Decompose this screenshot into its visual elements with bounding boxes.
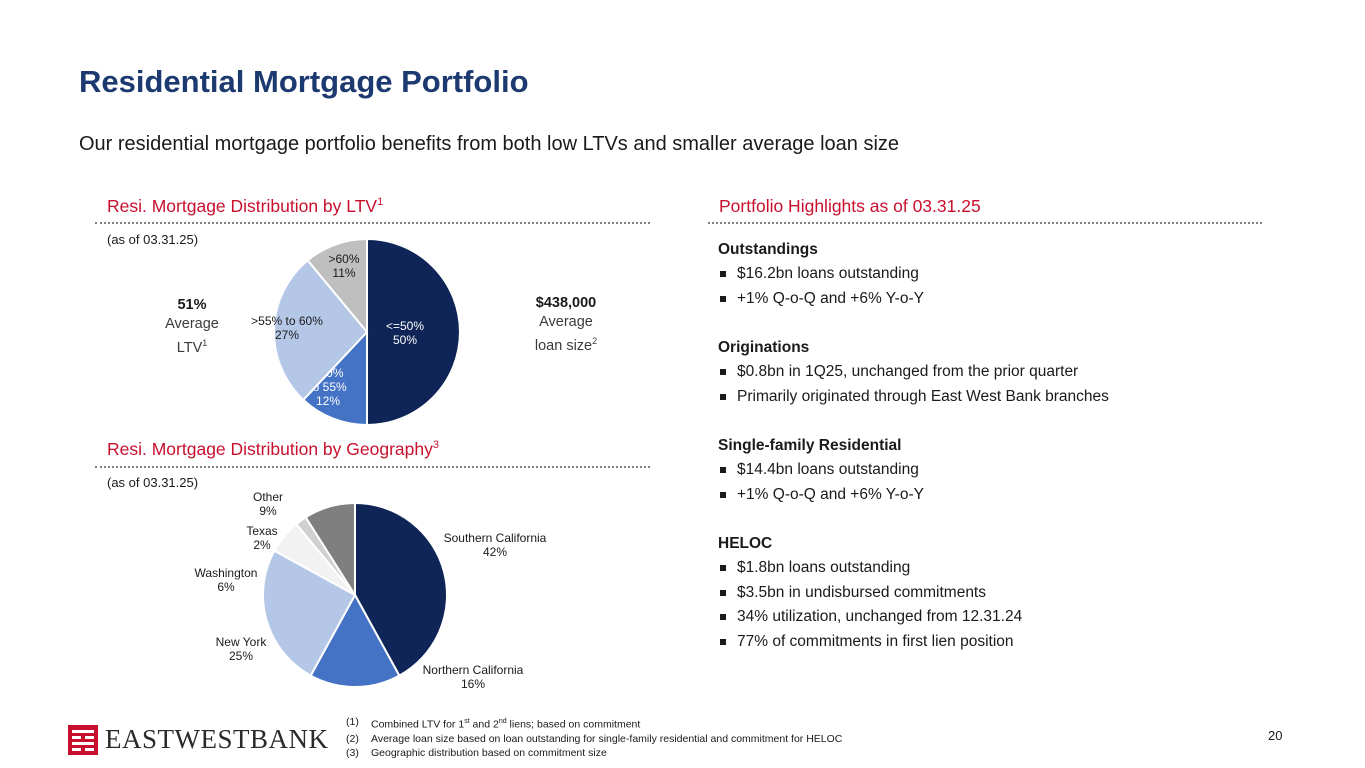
- pie-slice-50-to-55: [301, 329, 368, 427]
- pie-slice-other: [304, 501, 356, 599]
- highlight-group-title: Single-family Residential: [718, 437, 902, 454]
- pie-label-washington: Washington 6%: [195, 566, 258, 594]
- footnote-2: (2) Average loan size based on loan outs…: [346, 732, 842, 746]
- average-loan-size-footnote: 2: [592, 336, 598, 346]
- highlights-list: Outstandings $16.2bn loans outstanding +1%…: [718, 238, 1278, 654]
- ltv-as-of: (as of 03.31.25): [107, 232, 199, 247]
- footnote-1-post: liens; based on commitment: [506, 718, 641, 731]
- highlight-bullet: +1% Q-o-Q and +6% Y-o-Y: [718, 287, 1278, 312]
- pie-label-texas: Texas 2%: [246, 524, 277, 552]
- highlight-bullet: $3.5bn in undisbursed commitments: [718, 581, 1278, 606]
- average-ltv-stat: 51% Average LTV1: [152, 296, 232, 358]
- highlight-bullet: $0.8bn in 1Q25, unchanged from the prior…: [718, 360, 1278, 385]
- footnotes: (1) Combined LTV for 1st and 2nd liens; …: [346, 715, 842, 760]
- highlight-group-title: Outstandings: [718, 241, 818, 258]
- highlight-bullet: $1.8bn loans outstanding: [718, 556, 1278, 581]
- footnote-3-number: (3): [346, 746, 359, 759]
- footnote-1-sup2: nd: [498, 718, 507, 725]
- ltv-section-heading: Resi. Mortgage Distribution by LTV1: [107, 196, 383, 217]
- highlight-group-title: Originations: [718, 339, 810, 356]
- footnote-3-text: Geographic distribution based on commitm…: [371, 746, 607, 759]
- pie-slice-new-york: [262, 549, 357, 677]
- page-subtitle: Our residential mortgage portfolio benef…: [79, 133, 900, 155]
- average-loan-size-label2-row: loan size2: [516, 332, 616, 356]
- highlight-bullet: Primarily originated through East West B…: [718, 385, 1278, 410]
- highlight-bullet: $16.2bn loans outstanding: [718, 262, 1278, 287]
- average-loan-size-stat: $438,000 Average loan size2: [516, 294, 616, 356]
- ltv-divider: [95, 222, 650, 224]
- footnote-1-number: (1): [346, 716, 359, 728]
- highlight-bullet: 77% of commitments in first lien positio…: [718, 630, 1278, 655]
- page-number: 20: [1268, 728, 1283, 743]
- geo-section-heading: Resi. Mortgage Distribution by Geography…: [107, 439, 439, 460]
- footnote-2-number: (2): [346, 732, 359, 745]
- pie-slice-60: [306, 237, 368, 335]
- highlights-divider: [708, 222, 1262, 224]
- footnote-1-mid: and 2: [469, 718, 499, 731]
- bank-logo-icon: [68, 724, 98, 755]
- footnote-3: (3) Geographic distribution based on com…: [346, 746, 842, 760]
- east-west-bank-logo: EASTWESTBANK: [68, 724, 329, 755]
- logo-text: EASTWESTBANK: [105, 724, 329, 754]
- highlight-bullet: +1% Q-o-Q and +6% Y-o-Y: [718, 483, 1278, 508]
- pie-label-southern-california: Southern California 42%: [444, 531, 547, 559]
- average-ltv-label2-row: LTV1: [152, 334, 232, 358]
- pie-label-new-york: New York 25%: [216, 635, 268, 663]
- pie-label-60: >60% 11%: [328, 252, 359, 280]
- pie-slice-50: [366, 237, 461, 427]
- pie-label-northern-california: Northern California 16%: [423, 663, 524, 691]
- footnote-2-text: Average loan size based on loan outstand…: [371, 732, 843, 745]
- footnote-1-pre: Combined LTV for 1: [371, 718, 465, 731]
- average-ltv-label2: LTV: [176, 339, 203, 356]
- ltv-heading-footnote: 1: [377, 196, 384, 209]
- pie-slice-southern-california: [354, 501, 448, 677]
- geo-heading-text: Resi. Mortgage Distribution by Geography: [107, 439, 433, 459]
- pie-slice-northern-california: [309, 592, 401, 688]
- average-loan-size-label1: Average: [539, 314, 593, 330]
- highlight-bullet: $14.4bn loans outstanding: [718, 458, 1278, 483]
- pie-label-55-to-60: >55% to 60% 27%: [251, 314, 323, 342]
- pie-label-other: Other 9%: [253, 490, 283, 518]
- average-ltv-label1: Average: [165, 316, 219, 332]
- average-ltv-footnote: 1: [202, 338, 208, 348]
- ltv-pie-chart: <=50%50%>50%to 55%12%>55% to 60%27%>60%1…: [251, 237, 461, 427]
- highlights-heading: Portfolio Highlights as of 03.31.25: [719, 196, 981, 216]
- footnote-1-text: Combined LTV for 1st and 2nd liens; base…: [371, 715, 640, 732]
- page-title: Residential Mortgage Portfolio: [79, 64, 529, 99]
- pie-slice-55-to-60: [273, 258, 369, 402]
- footnote-1: (1) Combined LTV for 1st and 2nd liens; …: [346, 715, 842, 732]
- ltv-heading-text: Resi. Mortgage Distribution by LTV: [107, 196, 378, 216]
- highlight-group-title: HELOC: [718, 535, 773, 552]
- average-loan-size-value: $438,000: [535, 295, 597, 311]
- average-ltv-value: 51%: [177, 297, 207, 313]
- geo-heading-footnote: 3: [432, 439, 439, 452]
- geo-divider: [95, 466, 650, 468]
- highlight-bullet: 34% utilization, unchanged from 12.31.24: [718, 605, 1278, 630]
- average-loan-size-label2: loan size: [534, 337, 593, 354]
- geo-as-of: (as of 03.31.25): [107, 475, 199, 490]
- footnote-1-sup1: st: [464, 718, 470, 725]
- pie-label-50: <=50% 50%: [386, 319, 424, 347]
- geography-pie-chart: Southern California 42% Northern Californi…: [195, 490, 547, 691]
